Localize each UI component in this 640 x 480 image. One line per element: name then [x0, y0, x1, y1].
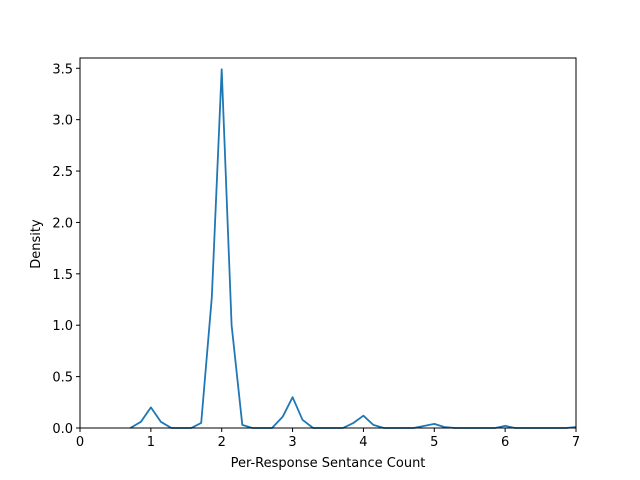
x-tick-label: 0	[76, 435, 84, 450]
density-line	[129, 68, 577, 429]
x-tick-label: 1	[147, 435, 155, 450]
x-tick-label: 2	[218, 435, 226, 450]
y-tick-label: 2.5	[52, 165, 73, 180]
x-axis-ticks: 0 1 2 3 4 5 6 7	[76, 428, 580, 450]
y-tick-label: 1.5	[52, 268, 73, 283]
y-axis-label: Density	[29, 219, 44, 269]
y-tick-label: 3.5	[52, 62, 73, 77]
y-tick-label: 1.0	[52, 319, 73, 334]
y-tick-label: 0.5	[52, 371, 73, 386]
y-tick-label: 2.0	[52, 216, 73, 231]
x-axis-label: Per-Response Sentance Count	[231, 456, 426, 471]
x-tick-label: 5	[430, 435, 438, 450]
x-tick-label: 3	[288, 435, 296, 450]
axes-frame	[79, 57, 577, 429]
x-tick-label: 6	[501, 435, 509, 450]
y-tick-label: 3.0	[52, 114, 73, 129]
x-tick-label: 4	[359, 435, 367, 450]
x-tick-label: 7	[572, 435, 580, 450]
y-axis-ticks: 0.0 0.5 1.0 1.5 2.0 2.5 3.0 3.5	[52, 62, 80, 437]
y-tick-label: 0.0	[52, 422, 73, 437]
plot-area	[129, 68, 577, 429]
